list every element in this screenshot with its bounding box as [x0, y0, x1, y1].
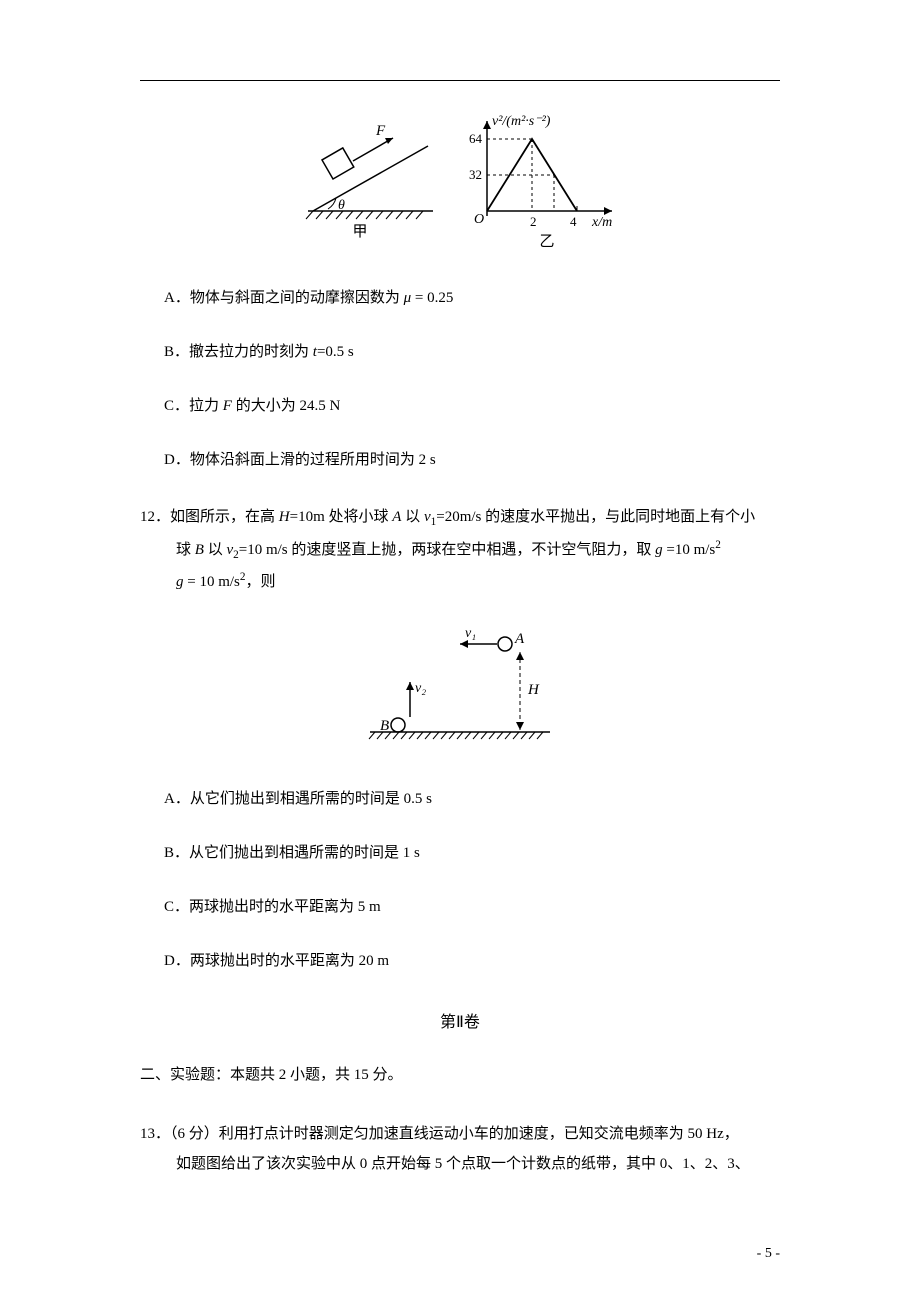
q12-stem-l3: g = 10 m/s2，则	[140, 566, 780, 597]
q11-options: A．物体与斜面之间的动摩擦因数为 μ = 0.25 B．撤去拉力的时刻为 t=0…	[164, 286, 780, 472]
caption-jia: 甲	[353, 224, 368, 240]
section2-title: 第Ⅱ卷	[140, 1008, 780, 1032]
q11-figure-incline: F θ 甲	[298, 121, 448, 241]
ytick-64: 64	[469, 131, 483, 146]
q13-block: 13．（6 分）利用打点计时器测定匀加速直线运动小车的加速度，已知交流电频率为 …	[140, 1119, 780, 1179]
xtick-2: 2	[530, 214, 537, 229]
q12-option-A: A．从它们抛出到相遇所需的时间是 0.5 s	[164, 787, 780, 811]
q13-text1: （6 分）利用打点计时器测定匀加速直线运动小车的加速度，已知交流电频率为 50 …	[170, 1126, 739, 1142]
q11-option-C: C．拉力 F 的大小为 24.5 N	[164, 394, 780, 418]
label-B: B	[380, 718, 389, 734]
q13-number: 13．	[140, 1126, 170, 1142]
label-H: H	[527, 682, 540, 698]
q12-options: A．从它们抛出到相遇所需的时间是 0.5 s B．从它们抛出到相遇所需的时间是 …	[164, 787, 780, 973]
q13-line2: 如题图给出了该次实验中从 0 点开始每 5 个点取一个计数点的纸带，其中 0、1…	[140, 1149, 780, 1179]
y-axis-label: v²/(m²·s⁻²)	[492, 114, 551, 129]
xtick-4: 4	[570, 214, 577, 229]
q11-option-A: A．物体与斜面之间的动摩擦因数为 μ = 0.25	[164, 286, 780, 310]
label-v2: v₂	[415, 681, 426, 696]
q12-block: 12．如图所示，在高 H=10m 处将小球 A 以 v1=20m/s 的速度水平…	[140, 502, 780, 973]
q12-figure: A v₁ H B v₂	[140, 622, 780, 757]
origin-label: O	[474, 212, 484, 227]
section2-intro: 二、实验题：本题共 2 小题，共 15 分。	[140, 1062, 780, 1089]
page-container: F θ 甲	[0, 0, 920, 1302]
q12-option-B: B．从它们抛出到相遇所需的时间是 1 s	[164, 841, 780, 865]
caption-yi: 乙	[539, 234, 554, 250]
q13-line1: 13．（6 分）利用打点计时器测定匀加速直线运动小车的加速度，已知交流电频率为 …	[140, 1119, 780, 1149]
q11-option-D: D．物体沿斜面上滑的过程所用时间为 2 s	[164, 448, 780, 472]
q12-option-C: C．两球抛出时的水平距离为 5 m	[164, 895, 780, 919]
q11-option-B: B．撤去拉力的时刻为 t=0.5 s	[164, 340, 780, 364]
q12-option-D: D．两球抛出时的水平距离为 20 m	[164, 949, 780, 973]
q11-figure-graph: v²/(m²·s⁻²) x/m 64 32 2 4 O 乙	[452, 111, 622, 251]
ytick-32: 32	[469, 167, 482, 182]
q11-figure-row: F θ 甲	[140, 111, 780, 251]
q12-stem-l1: 12．如图所示，在高 H=10m 处将小球 A 以 v1=20m/s 的速度水平…	[140, 502, 780, 534]
top-rule	[140, 80, 780, 81]
label-v1: v₁	[465, 626, 476, 641]
page-number: - 5 -	[757, 1246, 780, 1262]
label-A: A	[514, 631, 525, 647]
label-F: F	[375, 123, 386, 139]
x-axis-label: x/m	[591, 215, 612, 230]
q12-stem-l2: 球 B 以 v2=10 m/s 的速度竖直上抛，两球在空中相遇，不计空气阻力，取…	[140, 534, 780, 567]
